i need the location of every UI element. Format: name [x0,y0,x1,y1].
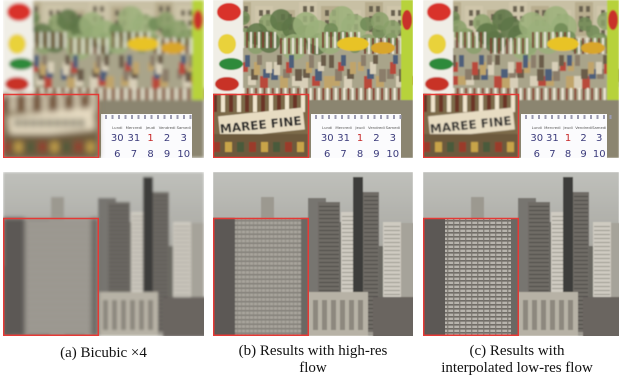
svg-text:7: 7 [340,149,346,158]
svg-text:Samedi: Samedi [386,125,400,130]
svg-text:Jeudi: Jeudi [562,125,572,130]
svg-text:3: 3 [181,133,187,144]
svg-text:10: 10 [593,149,606,158]
svg-text:6: 6 [324,149,330,158]
panel-c-top: Lundi Mercredi Jeudi Vendredi Samedi 30 31 1 2 3 6… [423,0,619,158]
zoom-inset-sign: MAREE FINE [423,93,520,158]
panel-a-top: Lundi Mercredi Jeudi Vendredi Samedi 30 31 1 2 3 6… [3,0,204,158]
svg-text:10: 10 [386,149,399,158]
market-scene-image: Lundi Mercredi Jeudi Vendredi Samedi 30 31 1 2 3 6… [213,0,413,158]
svg-text:3: 3 [390,133,396,144]
panel-b-top: Lundi Mercredi Jeudi Vendredi Samedi 30 31 1 2 3 6… [213,0,413,158]
svg-text:Mercredi: Mercredi [126,125,142,130]
city-scene-image [423,172,619,336]
svg-text:30: 30 [530,133,543,144]
svg-text:9: 9 [373,149,379,158]
svg-text:Vendredi: Vendredi [575,125,592,130]
svg-text:7: 7 [549,149,555,158]
svg-text:9: 9 [164,149,170,158]
zoom-inset-building [213,217,309,336]
caption-b: (b) Results with high-res flow [208,343,418,377]
svg-text:1: 1 [565,133,571,144]
svg-text:7: 7 [131,149,137,158]
svg-text:6: 6 [534,149,540,158]
svg-text:8: 8 [147,149,153,158]
panel-a-bottom [3,172,204,336]
svg-text:Vendredi: Vendredi [368,125,385,130]
market-scene-image: Lundi Mercredi Jeudi Vendredi Samedi 30 31 1 2 3 6… [3,0,204,158]
zoom-inset-sign: MAREE FINE [213,93,310,158]
svg-text:Lundi: Lundi [532,125,542,130]
svg-text:Mercredi: Mercredi [544,125,560,130]
svg-text:1: 1 [357,133,363,144]
svg-text:Lundi: Lundi [322,125,332,130]
svg-text:8: 8 [357,149,363,158]
svg-text:2: 2 [580,133,586,144]
panel-c-bottom [423,172,619,336]
svg-text:6: 6 [114,149,120,158]
zoom-inset-building [423,217,519,336]
svg-text:1: 1 [147,133,153,144]
zoom-inset-sign [3,93,100,158]
panel-b-bottom [213,172,413,336]
caption-c: (c) Results with interpolated low-res fl… [413,343,621,377]
svg-text:Jeudi: Jeudi [145,125,155,130]
svg-text:30: 30 [111,133,124,144]
svg-text:Mercredi: Mercredi [335,125,351,130]
svg-text:31: 31 [128,133,141,144]
svg-text:Jeudi: Jeudi [354,125,364,130]
svg-text:Samedi: Samedi [592,125,606,130]
svg-text:30: 30 [321,133,334,144]
city-scene-image [3,172,204,336]
caption-a-line1: (a) Bicubic ×4 [60,345,147,361]
caption-c-line2: interpolated low-res flow [441,360,593,376]
zoom-inset-building [3,217,99,336]
svg-text:8: 8 [565,149,571,158]
svg-text:31: 31 [337,133,350,144]
svg-text:Vendredi: Vendredi [159,125,176,130]
caption-c-line1: (c) Results with [469,343,565,359]
svg-text:3: 3 [596,133,602,144]
caption-a: (a) Bicubic ×4 [3,345,204,362]
svg-text:2: 2 [373,133,379,144]
caption-b-line1: (b) Results with high-res [238,343,388,359]
svg-text:9: 9 [580,149,586,158]
svg-text:Lundi: Lundi [112,125,122,130]
svg-text:31: 31 [546,133,559,144]
svg-text:Samedi: Samedi [177,125,191,130]
svg-text:2: 2 [164,133,170,144]
market-scene-image: Lundi Mercredi Jeudi Vendredi Samedi 30 31 1 2 3 6… [423,0,619,158]
svg-text:10: 10 [177,149,190,158]
city-scene-image [213,172,413,336]
caption-b-line2: flow [299,360,327,376]
